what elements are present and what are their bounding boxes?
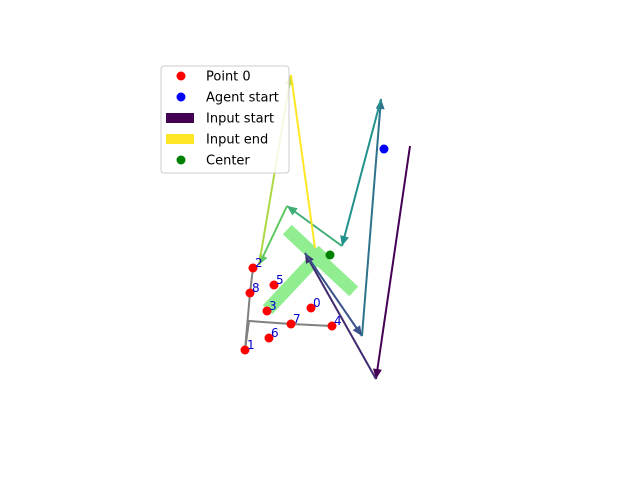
point-label: 2 [255, 256, 263, 270]
point-marker [286, 319, 296, 329]
legend-patch [166, 134, 194, 144]
point-marker [240, 345, 250, 355]
legend-marker [176, 155, 186, 165]
point-label: 1 [247, 338, 255, 352]
legend-marker [176, 71, 186, 81]
point-marker [262, 306, 272, 316]
input-path-segment [258, 205, 288, 266]
legend-label: Input start [206, 112, 274, 127]
point-marker [248, 263, 258, 273]
point-label: 4 [334, 314, 342, 328]
legend-label: Center [206, 154, 250, 169]
legend-marker [176, 92, 186, 102]
center-marker [325, 250, 335, 260]
input-path-segment [361, 98, 382, 337]
point-label: 8 [252, 281, 260, 295]
legend-frame [160, 65, 290, 174]
agent-start-marker [379, 144, 389, 154]
point-marker [269, 280, 279, 290]
point-marker [327, 321, 337, 331]
input-path-segment [286, 205, 343, 247]
arrowhead [287, 206, 298, 216]
point-marker [306, 303, 316, 313]
point-marker [245, 288, 255, 298]
point-marker [264, 333, 274, 343]
legend-label: Point 0 [206, 70, 251, 85]
point-label: 5 [276, 273, 284, 287]
input-path-segment [304, 252, 377, 380]
shape-layer [262, 224, 359, 315]
legend-patch [166, 113, 194, 123]
point-label: 3 [269, 299, 277, 313]
point-label: 6 [271, 326, 279, 340]
legend-label: Agent start [206, 91, 279, 106]
input-path-segment [290, 74, 316, 249]
arrowhead [372, 368, 382, 379]
input-path-segment [341, 98, 382, 247]
point-label: 7 [293, 312, 301, 326]
legend-label: Input end [206, 133, 268, 148]
arrowhead [340, 235, 349, 246]
input-path-segment [304, 252, 363, 337]
point-label: 0 [313, 296, 321, 310]
legend: Point 0 Agent start Input start Input end Ce… [160, 65, 290, 174]
input-path-segment [375, 145, 411, 380]
arrowhead [352, 325, 362, 336]
points-layer: 0 1 2 3 4 5 67 8 [240, 144, 389, 355]
